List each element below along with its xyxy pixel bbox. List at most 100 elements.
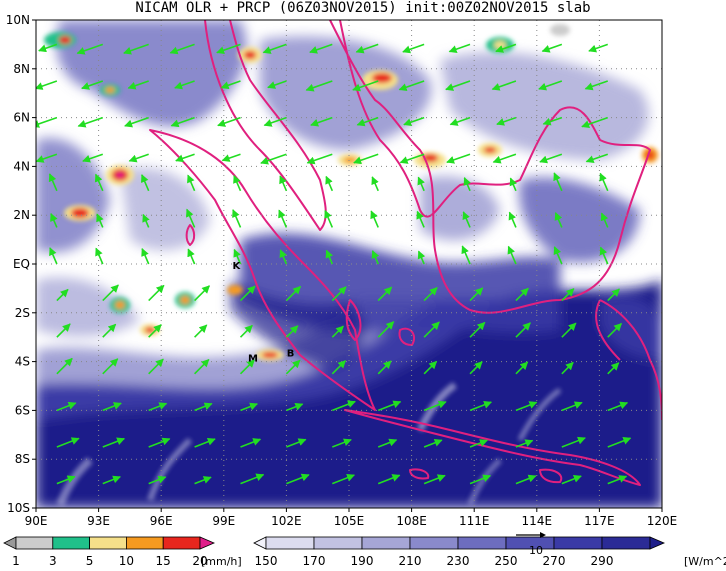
wind-arrow [82, 153, 104, 163]
wind-arrow [463, 177, 471, 192]
prcp-colorbar: 1 3 5 10 15 20[mm/h] [3, 536, 242, 568]
wind-arrow [194, 359, 210, 375]
wind-arrow [561, 436, 586, 448]
olr-colorbar-swatch [601, 536, 651, 550]
olr-tick-label: 290 [591, 554, 614, 568]
wind-arrow [325, 175, 334, 192]
lon-tick-label: 93E [87, 514, 110, 528]
lon-tick-label: 96E [150, 514, 173, 528]
wind-arrow [423, 400, 447, 412]
wind-arrow [553, 246, 563, 265]
prcp-colorbar-swatch [162, 536, 201, 550]
wind-arrow [508, 211, 517, 228]
wind-arrow [240, 438, 262, 448]
wind-arrow [174, 80, 195, 90]
wind-arrow [310, 116, 333, 127]
wind-arrow [305, 80, 333, 92]
wind-arrow [187, 248, 196, 265]
wind-arrow [600, 212, 609, 228]
precip-cell [256, 349, 284, 361]
lat-tick-label: 4N [13, 159, 30, 173]
olr-colorbar-low-end [253, 536, 267, 550]
wind-arrow [515, 287, 529, 302]
wind-arrow [331, 286, 347, 302]
wind-arrow [140, 174, 150, 192]
wind-arrow [515, 361, 529, 375]
wind-arrow [538, 80, 563, 91]
wind-arrow [141, 248, 150, 265]
wind-arrow [56, 437, 80, 448]
olr-colorbar-swatch [361, 536, 411, 550]
wind-arrow [561, 288, 575, 302]
wind-arrow [221, 153, 241, 162]
wind-arrow [56, 475, 76, 485]
wind-arrow [541, 43, 563, 53]
coastline-malay-peninsula [204, 20, 327, 231]
precip-cell [106, 165, 134, 185]
wind-arrow [56, 323, 71, 338]
precip-cell [64, 205, 96, 221]
wind-arrow [469, 321, 486, 338]
wind-arrow [49, 247, 58, 265]
wind-arrow [515, 439, 534, 448]
wind-arrow [123, 43, 149, 55]
wind-arrow [492, 153, 517, 164]
wind-arrow [491, 80, 517, 91]
wind-arrow [585, 153, 609, 164]
prcp-colorbar-swatch [89, 536, 127, 550]
lon-tick-label: 120E [647, 514, 678, 528]
lat-tick-label: 2S [15, 306, 30, 320]
olr-tick-label: 250 [495, 554, 518, 568]
lat-axis-labels: 10N 8N 6N 4N 2N EQ 2S 4S 6S 8S 10S [6, 13, 36, 515]
coastline-lombok [539, 468, 563, 484]
prcp-colorbar-swatch [52, 536, 90, 550]
lon-tick-label: 114E [522, 514, 553, 528]
wind-arrow [148, 284, 165, 302]
precip-cell [100, 84, 120, 96]
prcp-tick-label: 20 [192, 554, 207, 568]
wind-arrow [561, 361, 574, 375]
wind-arrow [377, 438, 398, 448]
lon-tick-label: 99E [212, 514, 235, 528]
place-marker-b: B [287, 349, 295, 360]
wind-arrow [81, 80, 104, 90]
coastline-bangka [345, 299, 362, 341]
wind-arrow [561, 401, 583, 412]
olr-colorbar: 150 170 190 210 230 250 270 290 [W/m^2] 10 [253, 532, 726, 568]
wind-arrow [76, 43, 104, 55]
wind-arrow [515, 474, 537, 485]
precip-cell [44, 32, 76, 48]
wind-arrow [240, 473, 265, 485]
wind-arrow [495, 43, 517, 53]
wind-arrow [461, 245, 471, 265]
wind-arrow [148, 358, 164, 375]
wind-arrow [267, 80, 287, 89]
wind-arrow [417, 250, 426, 265]
wind-arrow [148, 475, 167, 485]
wind-arrow [239, 324, 253, 338]
wind-arrow [102, 475, 121, 485]
wind-arrow [371, 250, 380, 265]
wind-arrow [309, 43, 333, 54]
wind-arrow [239, 359, 255, 375]
wind-vectors [36, 43, 632, 485]
wind-arrow [36, 80, 58, 90]
wind-arrow [607, 437, 632, 448]
wind-arrow [403, 116, 425, 127]
lon-tick-label: 90E [25, 514, 48, 528]
prcp-tick-label: 10 [119, 554, 134, 568]
precip-cell [238, 47, 262, 63]
wind-arrow [332, 400, 356, 412]
prcp-tick-label: 15 [156, 554, 171, 568]
wind-arrow [96, 213, 104, 228]
wind-arrow [607, 362, 620, 375]
olr-colorbar-swatch [553, 536, 603, 550]
lat-tick-label: 6S [15, 403, 30, 417]
coastline-small-island [409, 468, 430, 480]
precip-cell [175, 292, 195, 308]
lon-tick-label: 111E [459, 514, 490, 528]
lat-tick-label: 6N [13, 111, 30, 125]
wind-arrow [187, 174, 196, 192]
wind-arrow [148, 437, 171, 448]
wind-arrow [377, 360, 392, 375]
